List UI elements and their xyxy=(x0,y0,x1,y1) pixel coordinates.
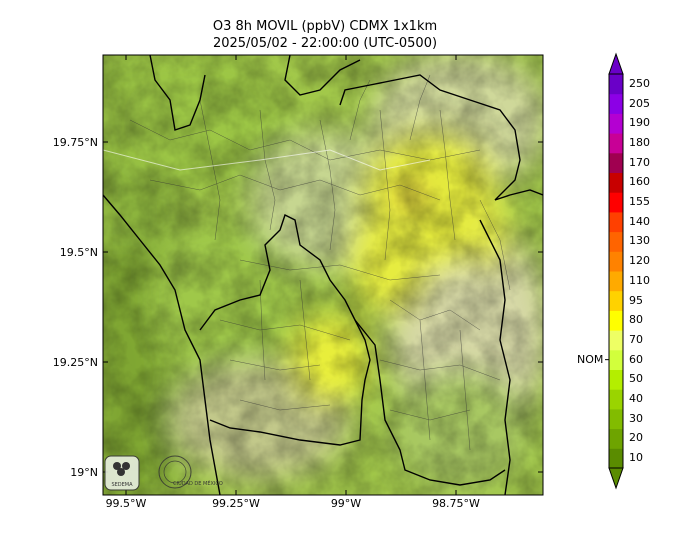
map-frame xyxy=(102,54,544,496)
colorbar-tick-label: 160 xyxy=(629,175,650,189)
lat-label-19-75: 19.75°N xyxy=(52,136,98,149)
colorbar-segment xyxy=(609,251,623,272)
colorbar-segment xyxy=(609,389,623,410)
municipality-boundaries xyxy=(129,74,511,451)
colorbar-segment xyxy=(609,192,623,213)
lon-label-99-25: 99.25°W xyxy=(212,497,260,510)
lon-label-98-75: 98.75°W xyxy=(432,497,480,510)
colorbar-segment xyxy=(609,172,623,193)
svg-text:SEDEMA: SEDEMA xyxy=(111,482,133,488)
colorbar-tick-label: 40 xyxy=(629,392,643,406)
colorbar-tick-label: 30 xyxy=(629,411,643,425)
colorbar-segment xyxy=(609,428,623,449)
colorbar-extend-min xyxy=(608,467,624,490)
colorbar-tick-label: 110 xyxy=(629,273,650,287)
colorbar-tick-label: 10 xyxy=(629,451,643,465)
state-boundaries xyxy=(103,55,543,495)
colorbar xyxy=(605,52,624,490)
colorbar-tick-label: 95 xyxy=(629,293,643,307)
colorbar-segment xyxy=(609,231,623,252)
map-title-line2: 2025/05/02 - 22:00:00 (UTC-0500) xyxy=(212,36,438,51)
colorbar-tick-label: 130 xyxy=(629,234,650,248)
colorbar-segment xyxy=(609,113,623,134)
colorbar-extend-max xyxy=(608,52,624,75)
colorbar-tick-label: 190 xyxy=(629,116,650,130)
colorbar-tick-label: 180 xyxy=(629,135,650,149)
colorbar-tick-label: 155 xyxy=(629,195,650,209)
map-title-line1: O3 8h MOVIL (ppbV) CDMX 1x1km xyxy=(212,19,438,34)
colorbar-tick-label: 20 xyxy=(629,431,643,445)
ciudad-de-mexico-logo: CIUDAD DE MÉXICO xyxy=(158,455,223,489)
colorbar-segment xyxy=(609,152,623,173)
colorbar-segment xyxy=(609,290,623,311)
svg-text:CIUDAD DE MÉXICO: CIUDAD DE MÉXICO xyxy=(173,479,223,487)
colorbar-segment xyxy=(609,448,623,469)
axis-ticks xyxy=(103,55,543,495)
lat-label-19-25: 19.25°N xyxy=(52,356,98,369)
colorbar-tick-label: 140 xyxy=(629,214,650,228)
colorbar-tick-label: 60 xyxy=(629,352,643,366)
colorbar-segment xyxy=(609,211,623,233)
colorbar-tick-label: 50 xyxy=(629,372,643,386)
concentration-field xyxy=(103,55,543,495)
lon-label-99-5: 99.5°W xyxy=(105,497,147,510)
colorbar-segment xyxy=(609,310,623,331)
colorbar-tick-label: 250 xyxy=(629,76,650,90)
nom-label: NOM xyxy=(577,352,604,366)
colorbar-segment xyxy=(609,408,623,430)
colorbar-tick-label: 80 xyxy=(629,313,643,327)
sedema-logo: SEDEMA xyxy=(104,455,140,491)
colorbar-segment xyxy=(609,74,623,95)
colorbar-tick-label: 205 xyxy=(629,96,650,110)
colorbar-segment xyxy=(609,93,623,114)
colorbar-tick-label: 70 xyxy=(629,332,643,346)
lat-label-19-5: 19.5°N xyxy=(59,246,98,259)
colorbar-segment xyxy=(609,349,623,370)
colorbar-segment xyxy=(609,330,623,351)
lon-label-99: 99°W xyxy=(330,497,362,510)
colorbar-tick-label: 120 xyxy=(629,254,650,268)
colorbar-segment xyxy=(609,369,623,390)
colorbar-segment xyxy=(609,133,623,154)
colorbar-tick-label: 170 xyxy=(629,155,650,169)
colorbar-frame xyxy=(608,73,624,469)
lat-label-19: 19°N xyxy=(70,466,98,479)
colorbar-segment xyxy=(609,271,623,292)
